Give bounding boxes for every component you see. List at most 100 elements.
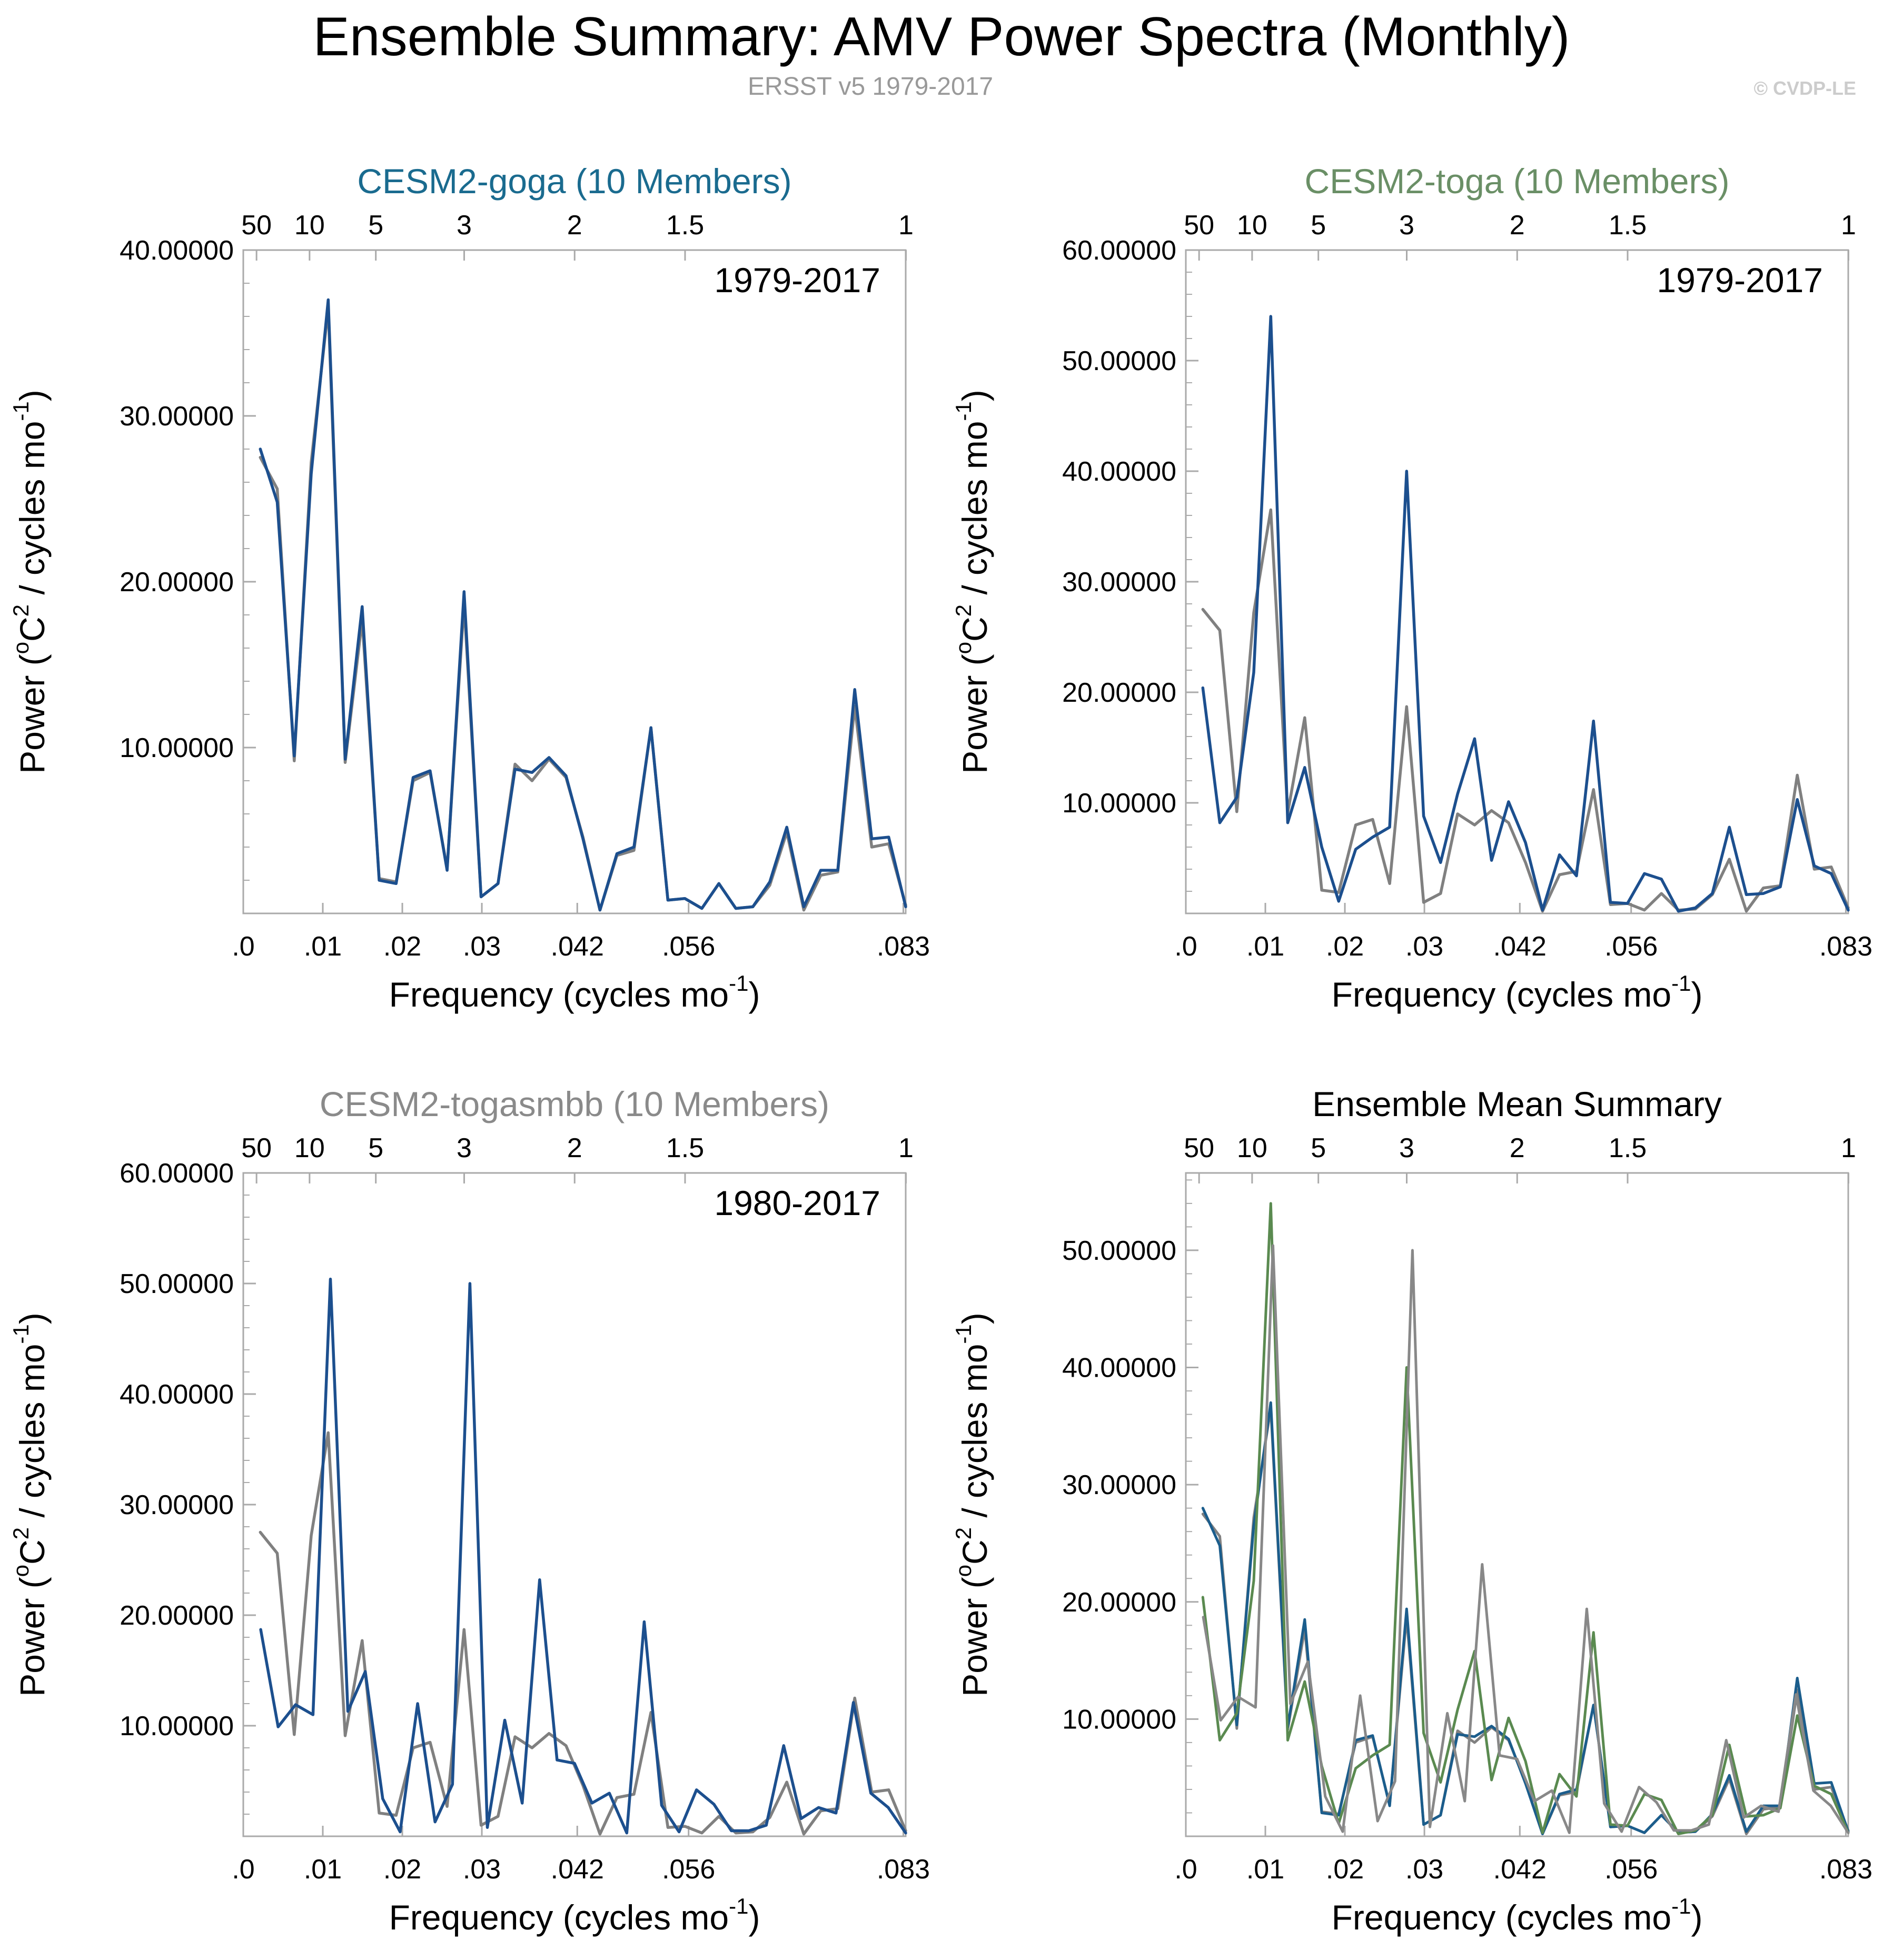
panel-title: CESM2-togasmbb (10 Members) [320,1085,829,1123]
y-tick-label: 30.00000 [120,401,234,432]
plot-frame [242,249,907,914]
x-axis-label-main: Frequency (cycles mo [1332,1898,1672,1937]
y-axis-label-mid: / cycles mo [955,1344,994,1527]
y-tick-label: 10.00000 [1062,1704,1176,1735]
y-axis-label: Power (oC2 / cycles mo-1) [8,1312,52,1697]
panel-title: Ensemble Mean Summary [1312,1085,1722,1123]
x-tick-label: .083 [1819,931,1872,962]
y-axis-label-pre: Power ( [955,1577,994,1696]
y-tick-label: 60.00000 [1062,235,1176,266]
x-axis-label-main: Frequency (cycles mo [1332,975,1672,1014]
y-tick-label: 30.00000 [1062,1470,1176,1500]
x-axis-label-main: Frequency (cycles mo [389,975,729,1014]
period-label: 1980-2017 [714,1183,880,1222]
y-tick-label: 40.00000 [120,235,234,266]
y-tick-label: 10.00000 [120,1711,234,1742]
y-axis-label-pre: Power ( [13,1577,52,1696]
x-tick-label: .042 [1493,1854,1547,1885]
x-tick-label: .03 [1405,931,1443,962]
chart-panel-bottom-right: Ensemble Mean Summary 10.00000 20.00000 30.… [951,1085,1872,1937]
top-period-label: 5 [1311,1133,1326,1163]
x-tick-label: .01 [1246,1854,1284,1885]
y-axis-label-mid: / cycles mo [955,421,994,604]
y-axis-label-c: C [955,616,994,642]
plot-frame [242,1172,907,1837]
top-period-label: 1 [1841,1133,1856,1163]
chart-panel-bottom-left: CESM2-togasmbb (10 Members) 1980-2017 10.0… [8,1085,930,1937]
top-period-label: 1 [1841,210,1856,241]
x-tick-label: .083 [877,931,930,962]
top-period-label: 3 [1399,210,1414,241]
series-line-cesm2-togasmbb [1202,1244,1850,1834]
top-period-label: 1 [898,1133,914,1163]
series-line-cesm2-toga [1201,1202,1850,1835]
credit-label: © CVDP-LE [1753,77,1856,99]
y-axis-label-pre: Power ( [13,654,52,773]
y-axis-label-pre: Power ( [955,654,994,773]
panel-title: CESM2-goga (10 Members) [357,162,791,201]
y-tick-label: 20.00000 [1062,678,1176,708]
chart-panel-top-left: CESM2-goga (10 Members) 1979-2017 10.00000… [8,162,930,1014]
y-axis-label-sup-o: o [8,1565,33,1577]
x-tick-label: .056 [1604,1854,1658,1885]
x-axis-label-end: ) [748,975,760,1014]
series-line-cesm2-togasmbb-ensemble-mean [259,1277,907,1835]
y-axis-label-sup-3: -1 [8,1324,33,1344]
top-period-label: 2 [567,1133,582,1163]
x-tick-label: .03 [1405,1854,1443,1885]
x-tick-label: .0 [232,931,254,962]
x-tick-label: .0 [1174,931,1197,962]
x-tick-label: .01 [304,931,342,962]
y-axis-label-c: C [13,1539,52,1565]
x-tick-label: .02 [1326,1854,1364,1885]
y-tick-label: 50.00000 [1062,1236,1176,1266]
x-tick-label: .02 [1326,931,1364,962]
top-period-label: 2 [567,210,582,241]
x-tick-label: .0 [232,1854,254,1885]
y-axis-label: Power (oC2 / cycles mo-1) [951,1312,994,1697]
y-axis-label-mid: / cycles mo [13,1344,52,1527]
y-tick-label: 40.00000 [1062,1353,1176,1384]
top-period-label: 3 [1399,1133,1414,1163]
top-period-label: 50 [1184,1133,1214,1163]
y-axis-label-sup-o: o [951,1565,976,1577]
figure-title: Ensemble Summary: AMV Power Spectra (Mon… [313,6,1570,67]
figure-subtitle: ERSST v5 1979-2017 [748,73,993,101]
y-tick-label: 30.00000 [1062,567,1176,598]
y-tick-label: 20.00000 [120,1600,234,1631]
y-axis-label-mid: / cycles mo [13,421,52,604]
x-tick-label: .03 [463,1854,501,1885]
y-axis-label-sup-2: 2 [8,604,33,616]
series-line-ersst-v5 [1201,508,1850,913]
panels-group: CESM2-goga (10 Members) 1979-2017 10.00000… [8,162,1872,1937]
top-period-label: 10 [294,210,325,241]
chart-panel-top-right: CESM2-toga (10 Members) 1979-2017 10.00000… [951,162,1872,1014]
top-period-label: 50 [1184,210,1214,241]
top-period-label: 5 [368,210,383,241]
x-axis-label-end: ) [1691,975,1702,1014]
x-axis-label: Frequency (cycles mo-1) [389,971,760,1014]
plot-frame [1185,249,1849,914]
top-period-label: 3 [457,210,472,241]
x-axis-label: Frequency (cycles mo-1) [1332,971,1703,1014]
y-tick-label: 50.00000 [1062,346,1176,376]
y-axis-label-sup-2: 2 [951,1527,976,1539]
top-period-label: 2 [1510,1133,1525,1163]
top-period-label: 50 [241,210,272,241]
x-axis-label-main: Frequency (cycles mo [389,1898,729,1937]
y-axis-label-sup-2: 2 [8,1527,33,1539]
y-tick-label: 10.00000 [1062,788,1176,819]
y-axis-label: Power (oC2 / cycles mo-1) [951,390,994,774]
y-axis-label-sup-3: -1 [951,1324,976,1344]
x-tick-label: .083 [877,1854,930,1885]
y-axis-label-end: ) [13,1312,52,1324]
top-period-label: 5 [368,1133,383,1163]
y-tick-label: 40.00000 [120,1379,234,1410]
series-line-ersst-v5 [259,306,907,912]
x-axis-label-sup: -1 [729,1894,748,1918]
x-axis-label-sup: -1 [1671,971,1691,996]
x-axis-label: Frequency (cycles mo-1) [389,1894,760,1937]
series-line-ersst-v5 [259,1431,907,1836]
y-axis-label-sup-o: o [8,642,33,654]
x-tick-label: .042 [551,1854,604,1885]
